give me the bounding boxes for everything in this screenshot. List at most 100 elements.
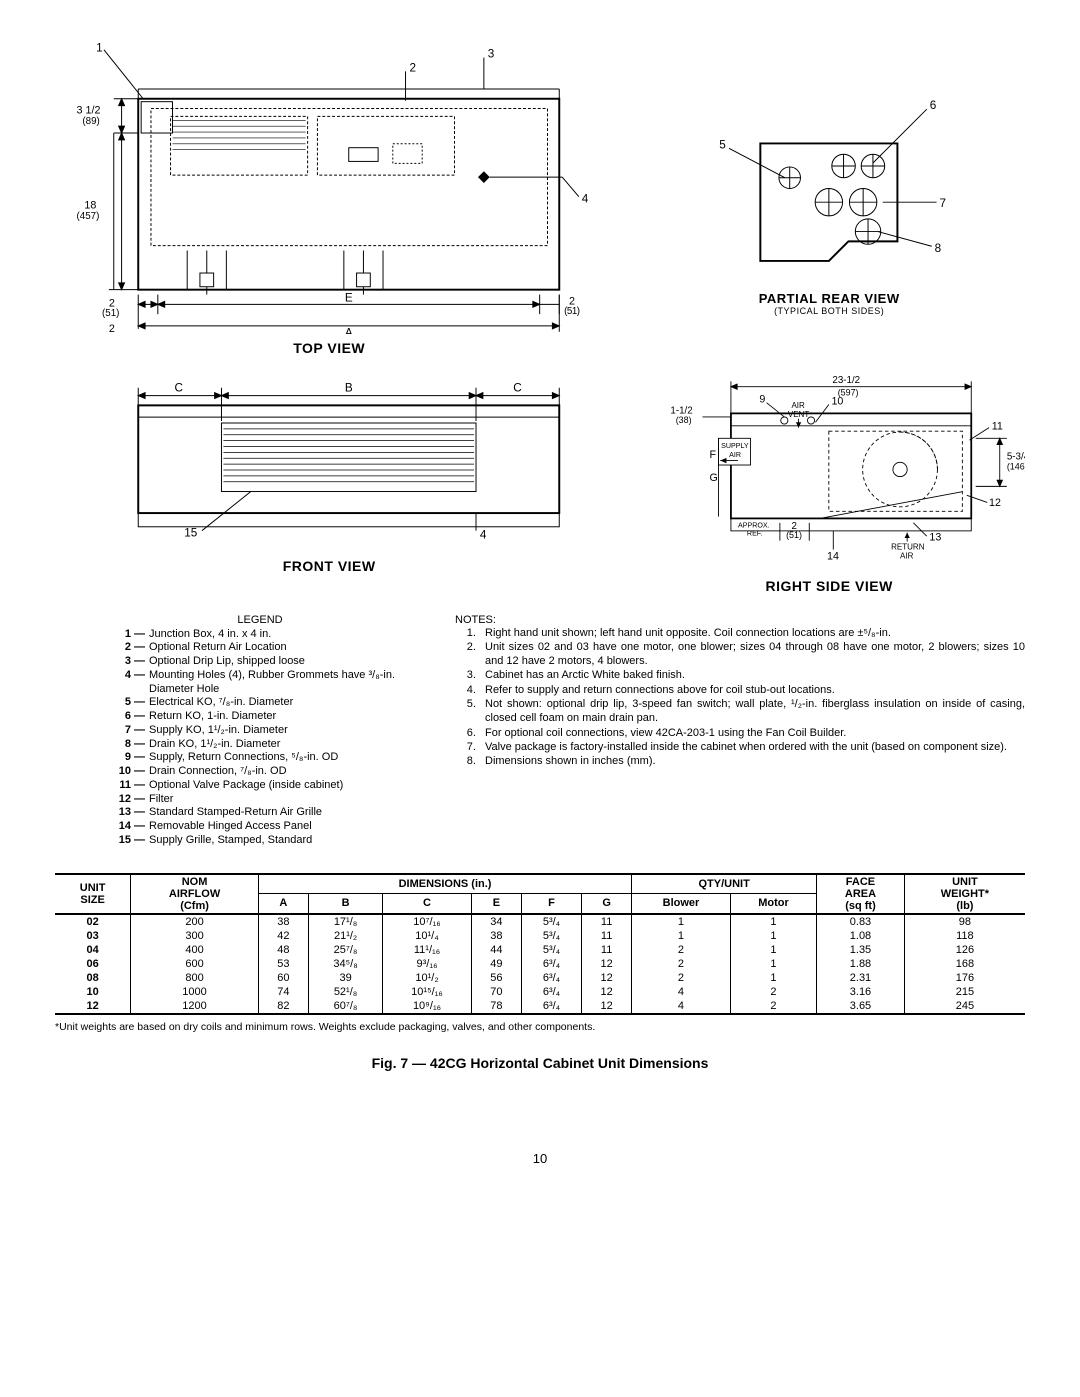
dim-51c: (51): [564, 306, 580, 317]
callout-14: 14: [827, 550, 839, 562]
legend-item: 9 —Supply, Return Connections, ⁵/₈-in. O…: [115, 751, 405, 765]
notes-block: NOTES: Right hand unit shown; left hand …: [455, 614, 1025, 848]
dim-457: (457): [77, 211, 100, 222]
callout-3: 3: [488, 48, 495, 61]
th-weight: UNITWEIGHT*(lb): [904, 874, 1025, 914]
partial-rear-diagram: 6 5 7 8 PARTIAL REAR VIEW (TYPICAL BOTH …: [633, 40, 1025, 356]
front-view-diagram: C B C 15 4 FRONT VIEW: [55, 376, 603, 594]
legend-item: 14 —Removable Hinged Access Panel: [115, 820, 405, 834]
notes-item: Not shown: optional drip lip, 3-speed fa…: [479, 697, 1025, 726]
dim-38: (38): [676, 415, 692, 425]
legend-item: 3 —Optional Drip Lip, shipped loose: [115, 655, 405, 669]
dim-F: F: [710, 449, 717, 461]
dim-23-1-2: 23-1/2: [833, 376, 861, 386]
table-footnote: *Unit weights are based on dry coils and…: [55, 1021, 1025, 1033]
th-A: A: [258, 894, 308, 914]
table-row: 033004221¹/₂10¹/₄385³/₄11111.08118: [55, 929, 1025, 943]
callout-2: 2: [409, 61, 416, 74]
legend-item: 11 —Optional Valve Package (inside cabin…: [115, 779, 405, 793]
dim-3-1-2: 3 1/2: [77, 104, 101, 116]
callout-4b: 4: [480, 528, 487, 541]
dim-146: (146): [1007, 461, 1025, 471]
th-B: B: [308, 894, 382, 914]
legend-item: 4 —Mounting Holes (4), Rubber Grommets h…: [115, 669, 405, 697]
return-air: AIR: [900, 551, 914, 560]
page-number: 10: [55, 1151, 1025, 1166]
table-row: 1010007452¹/₈10¹⁵/₁₆706³/₄12423.16215: [55, 985, 1025, 999]
callout-5: 5: [719, 138, 726, 151]
th-motor: Motor: [730, 894, 816, 914]
th-F: F: [521, 894, 581, 914]
th-unit-size: UNITSIZE: [55, 874, 131, 914]
table-row: 08800603910¹/₂566³/₄12212.31176: [55, 971, 1025, 985]
partial-rear-sublabel: (TYPICAL BOTH SIDES): [633, 306, 1025, 316]
callout-15: 15: [184, 526, 198, 539]
dim-89: (89): [82, 116, 99, 127]
notes-title: NOTES:: [455, 614, 1025, 626]
th-face: FACEAREA(sq ft): [817, 874, 905, 914]
legend-item: 5 —Electrical KO, ⁷/₈-in. Diameter: [115, 696, 405, 710]
top-view-label: TOP VIEW: [55, 340, 603, 356]
vent-label: VENT: [788, 410, 809, 419]
th-blower: Blower: [632, 894, 731, 914]
table-row: 1212008260⁷/₈10⁹/₁₆786³/₄12423.65245: [55, 999, 1025, 1014]
th-qty: QTY/UNIT: [632, 874, 817, 894]
legend-item: 15 —Supply Grille, Stamped, Standard: [115, 834, 405, 848]
callout-4: 4: [582, 193, 589, 206]
callout-11: 11: [992, 420, 1003, 432]
callout-1: 1: [96, 42, 103, 55]
dim-18: 18: [84, 199, 96, 211]
legend-title: LEGEND: [115, 614, 405, 626]
callout-7: 7: [940, 197, 947, 210]
top-view-diagram: 1 2 3: [55, 40, 603, 356]
th-airflow: NOMAIRFLOW(Cfm): [131, 874, 259, 914]
dimensions-table: UNITSIZE NOMAIRFLOW(Cfm) DIMENSIONS (in.…: [55, 873, 1025, 1015]
dim-51a: (51): [102, 308, 119, 319]
right-side-diagram: 23-1/2 (597) 1-1/2 (38) 9 AIR VENT 10 SU…: [633, 376, 1025, 594]
right-side-label: RIGHT SIDE VIEW: [633, 578, 1025, 594]
dim-E: E: [345, 291, 353, 304]
approx-label: APPROX.: [738, 521, 770, 529]
dim-C2: C: [513, 381, 522, 394]
notes-item: Unit sizes 02 and 03 have one motor, one…: [479, 640, 1025, 669]
callout-9: 9: [760, 393, 766, 405]
table-row: 044004825⁷/₈11¹/₁₆445³/₄11211.35126: [55, 943, 1025, 957]
legend-item: 2 —Optional Return Air Location: [115, 641, 405, 655]
table-row: 022003817¹/₈10⁷/₁₆345³/₄11110.8398: [55, 914, 1025, 929]
th-dims: DIMENSIONS (in.): [258, 874, 631, 894]
return-label: RETURN: [891, 542, 925, 551]
dim-2b: 2: [109, 323, 115, 334]
th-C: C: [383, 894, 472, 914]
callout-8: 8: [935, 242, 942, 255]
air-label: AIR: [792, 401, 806, 410]
supply-label: SUPPLY: [721, 442, 749, 450]
supply-air: AIR: [729, 451, 741, 459]
legend-item: 13 —Standard Stamped-Return Air Grille: [115, 806, 405, 820]
callout-10: 10: [832, 395, 844, 407]
front-view-label: FRONT VIEW: [55, 558, 603, 574]
notes-item: Right hand unit shown; left hand unit op…: [479, 626, 1025, 640]
dim-A: A: [345, 327, 353, 334]
callout-6: 6: [930, 99, 937, 112]
legend-item: 12 —Filter: [115, 793, 405, 807]
legend-block: LEGEND 1 —Junction Box, 4 in. x 4 in.2 —…: [115, 614, 405, 848]
callout-13: 13: [930, 531, 942, 543]
legend-item: 7 —Supply KO, 1¹/₂-in. Diameter: [115, 724, 405, 738]
legend-item: 1 —Junction Box, 4 in. x 4 in.: [115, 628, 405, 642]
legend-item: 10 —Drain Connection, ⁷/₈-in. OD: [115, 765, 405, 779]
dim-B: B: [345, 381, 353, 394]
th-E: E: [471, 894, 521, 914]
notes-item: Dimensions shown in inches (mm).: [479, 754, 1025, 768]
legend-item: 8 —Drain KO, 1¹/₂-in. Diameter: [115, 738, 405, 752]
callout-12: 12: [989, 497, 1001, 509]
table-row: 066005334⁵/₈9³/₁₆496³/₄12211.88168: [55, 957, 1025, 971]
notes-item: Cabinet has an Arctic White baked finish…: [479, 668, 1025, 682]
notes-item: Valve package is factory-installed insid…: [479, 740, 1025, 754]
partial-rear-label: PARTIAL REAR VIEW: [633, 291, 1025, 306]
legend-item: 6 —Return KO, 1-in. Diameter: [115, 710, 405, 724]
figure-caption: Fig. 7 — 42CG Horizontal Cabinet Unit Di…: [55, 1055, 1025, 1071]
th-G: G: [582, 894, 632, 914]
notes-item: Refer to supply and return connections a…: [479, 683, 1025, 697]
notes-item: For optional coil connections, view 42CA…: [479, 726, 1025, 740]
dim-C1: C: [174, 381, 183, 394]
